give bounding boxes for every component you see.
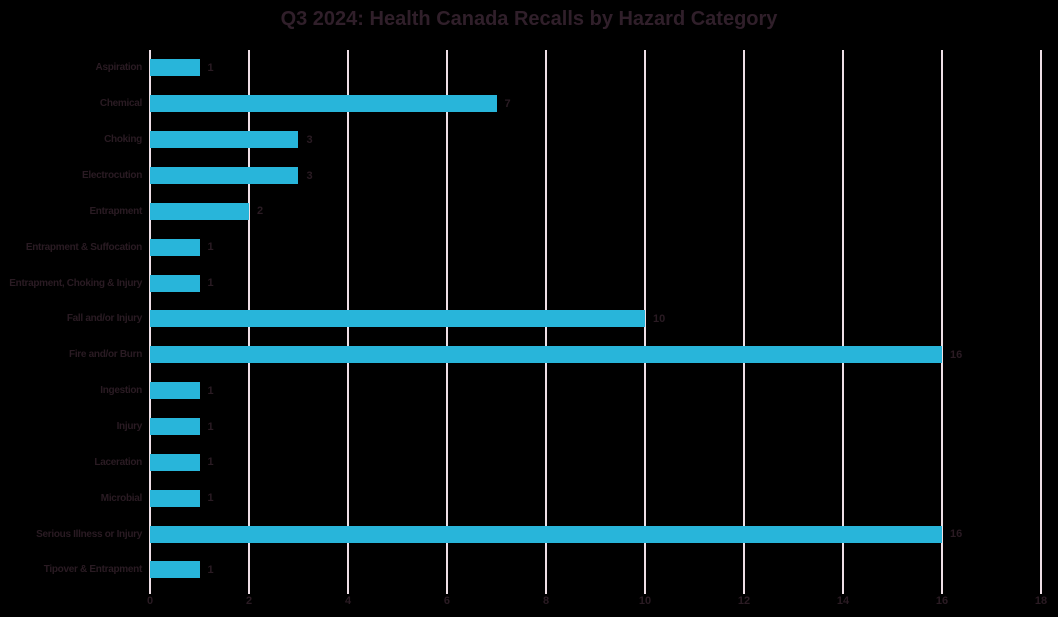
value-label: 10 <box>653 312 666 325</box>
value-label: 1 <box>207 384 214 397</box>
gridline-x-10 <box>644 50 646 594</box>
x-tick-label: 0 <box>146 595 154 607</box>
x-tick-label: 6 <box>443 595 451 607</box>
bar-row: 3 <box>150 158 1041 194</box>
gridline-x-18 <box>1040 50 1042 594</box>
bar <box>150 238 200 256</box>
category-label: Entrapment & Suffocation <box>25 241 142 253</box>
value-label: 1 <box>207 456 214 469</box>
value-label: 16 <box>950 348 963 361</box>
value-label: 1 <box>207 241 214 254</box>
gridline-x-16 <box>941 50 943 594</box>
category-label: Microbial <box>100 492 143 504</box>
value-label: 2 <box>257 205 264 218</box>
bar-row: 16 <box>150 516 1041 552</box>
value-label: 16 <box>950 528 963 541</box>
category-label: Choking <box>104 134 142 146</box>
bar <box>150 167 299 184</box>
x-tick-label: 4 <box>344 595 352 607</box>
bar-row: 1 <box>150 444 1041 480</box>
value-label: 7 <box>504 97 511 110</box>
bar <box>150 95 497 113</box>
value-label: 1 <box>207 61 214 74</box>
y-axis-category-labels: Aspiration Chemical Choking Electrocution En… <box>0 50 142 588</box>
bar <box>150 453 200 471</box>
bar <box>150 131 299 149</box>
bar <box>150 274 200 292</box>
x-tick-label: 12 <box>737 595 751 607</box>
bar <box>150 561 200 579</box>
category-label: Fire and/or Burn <box>69 349 142 361</box>
category-label: Tipover & Entrapment <box>43 564 143 576</box>
x-tick-label: 18 <box>1034 595 1048 607</box>
value-label: 1 <box>207 563 214 576</box>
category-label: Aspiration <box>95 62 143 74</box>
chart-title: Q3 2024: Health Canada Recalls by Hazard… <box>280 8 778 30</box>
bar-row: 7 <box>150 86 1041 122</box>
bar-row: 3 <box>150 122 1041 158</box>
x-tick-label: 16 <box>935 595 949 607</box>
plot-area: 1 7 3 3 2 1 1 10 16 1 1 1 1 16 1 <box>149 50 1042 594</box>
x-tick-label: 2 <box>245 595 253 607</box>
category-label: Electrocution <box>82 170 142 181</box>
bar-row: 1 <box>150 480 1041 516</box>
value-label: 1 <box>207 420 214 433</box>
bar-row: 2 <box>150 193 1041 229</box>
category-label: Laceration <box>94 456 142 468</box>
category-label: Entrapment <box>89 205 142 217</box>
value-label: 1 <box>207 492 214 505</box>
value-label: 1 <box>207 277 214 290</box>
bar-row: 1 <box>150 552 1041 588</box>
category-label: Ingestion <box>100 385 142 397</box>
bar <box>150 59 200 77</box>
bar <box>150 346 942 364</box>
bar-rows: 1 7 3 3 2 1 1 10 16 1 1 1 1 16 1 <box>150 50 1041 588</box>
gridline-x-12 <box>742 50 745 594</box>
bar-row: 1 <box>150 373 1041 409</box>
bar <box>150 382 200 400</box>
bar-row: 1 <box>150 409 1041 445</box>
value-label: 3 <box>306 133 313 146</box>
x-tick-label: 14 <box>836 595 850 607</box>
x-tick-label: 10 <box>638 595 652 607</box>
category-label: Serious Illness or Injury <box>36 528 142 540</box>
category-label: Chemical <box>99 98 142 110</box>
bar-row: 1 <box>150 229 1041 265</box>
bar-row: 10 <box>150 301 1041 337</box>
category-label: Fall and/or Injury <box>66 313 142 325</box>
category-label: Entrapment, Choking & Injury <box>9 277 142 289</box>
gridline-x-14 <box>842 50 844 594</box>
bar <box>150 418 200 436</box>
x-tick-label: 8 <box>542 595 550 607</box>
bar <box>150 525 942 543</box>
bar <box>150 310 645 328</box>
value-label: 3 <box>306 169 313 182</box>
category-label: Injury <box>116 421 143 433</box>
bar-row: 1 <box>150 50 1041 86</box>
bar-row: 16 <box>150 337 1041 373</box>
x-axis-tick-labels: 0 2 4 6 8 10 12 14 16 18 <box>146 595 1047 611</box>
bar-row: 1 <box>150 265 1041 301</box>
bar <box>150 202 249 220</box>
bar <box>150 489 200 507</box>
